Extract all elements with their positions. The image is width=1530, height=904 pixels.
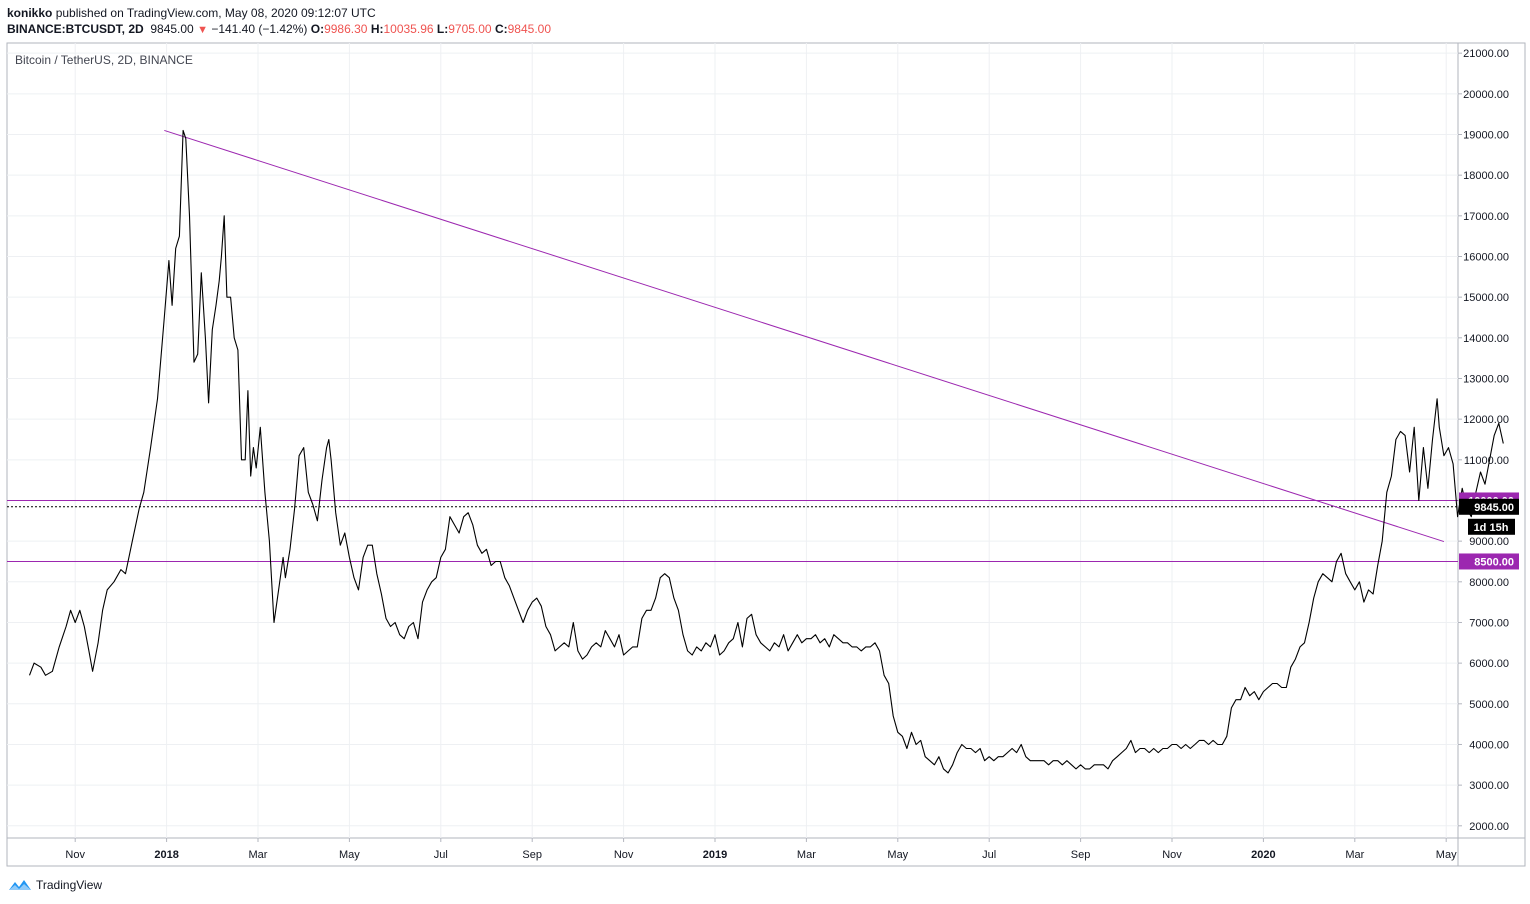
level-label-8500-bg [1459, 553, 1519, 570]
y-tick-label: 15000.00 [1463, 292, 1509, 304]
footer-brand[interactable]: TradingView [8, 877, 102, 893]
open-value: 9986.30 [324, 22, 368, 36]
x-tick-label: Sep [1071, 849, 1091, 861]
tradingview-logo-icon [9, 880, 31, 890]
price-change: −141.40 (−1.42%) [211, 22, 308, 36]
x-tick-label: Nov [65, 849, 85, 861]
x-tick-label: May [339, 849, 360, 861]
close-value: 9845.00 [507, 22, 552, 36]
x-tick-label: Jul [434, 849, 448, 861]
x-tick-label: May [887, 849, 908, 861]
y-tick-label: 5000.00 [1469, 699, 1509, 711]
down-arrow-icon: ▼ [197, 24, 208, 36]
high-label: H: [370, 22, 384, 36]
x-tick-label: Mar [249, 849, 268, 861]
x-tick-label: May [1436, 849, 1457, 861]
x-tick-label: 2019 [703, 849, 727, 861]
high-value: 10035.96 [383, 22, 434, 36]
y-tick-label: 17000.00 [1463, 211, 1509, 223]
x-tick-label: 2018 [154, 849, 178, 861]
countdown-label: 1d 15h [1474, 522, 1509, 534]
y-tick-label: 3000.00 [1469, 780, 1509, 792]
y-tick-label: 2000.00 [1469, 821, 1509, 833]
price-line [28, 129, 1504, 774]
low-value: 9705.00 [448, 22, 492, 36]
y-tick-label: 14000.00 [1463, 333, 1509, 345]
chart-frame [6, 42, 1526, 867]
x-tick-label: Jul [982, 849, 996, 861]
y-tick-label: 19000.00 [1463, 129, 1509, 141]
x-tick-label: Nov [1162, 849, 1182, 861]
y-tick-label: 7000.00 [1469, 617, 1509, 629]
y-tick-label: 13000.00 [1463, 373, 1509, 385]
trend-line [164, 129, 1445, 543]
countdown-bg [1468, 518, 1515, 535]
publish-line: konikko published on TradingView.com, Ma… [7, 6, 376, 20]
last-price-label: 9845.00 [1474, 502, 1514, 514]
x-tick-label: Mar [1345, 849, 1364, 861]
ohlc-line: BINANCE:BTCUSDT, 2D 9845.00 ▼ −141.40 (−… [7, 22, 551, 36]
last-price: 9845.00 [150, 22, 194, 36]
last-price-label-bg [1459, 498, 1519, 515]
x-tick-label: Sep [522, 849, 542, 861]
level-label-8500: 8500.00 [1474, 556, 1514, 568]
x-tick-label: Mar [797, 849, 816, 861]
y-tick-label: 9000.00 [1469, 536, 1509, 548]
y-tick-label: 20000.00 [1463, 89, 1509, 101]
y-tick-label: 11000.00 [1464, 455, 1509, 467]
y-tick-label: 21000.00 [1463, 48, 1509, 60]
y-tick-label: 12000.00 [1463, 414, 1509, 426]
y-tick-label: 8000.00 [1469, 577, 1509, 589]
chart-title: Bitcoin / TetherUS, 2D, BINANCE [15, 53, 193, 67]
y-tick-label: 4000.00 [1469, 739, 1509, 751]
symbol-label[interactable]: BINANCE:BTCUSDT, 2D [7, 22, 144, 36]
y-tick-label: 18000.00 [1463, 170, 1509, 182]
low-label: L: [436, 22, 449, 36]
x-tick-label: 2020 [1251, 849, 1275, 861]
y-tick-label: 16000.00 [1463, 251, 1509, 263]
published-text: published on TradingView.com, May 08, 20… [55, 6, 376, 20]
open-label: O: [310, 22, 325, 36]
author-name[interactable]: konikko [7, 6, 53, 20]
x-tick-label: Nov [614, 849, 634, 861]
close-label: C: [494, 22, 508, 36]
footer-brand-text: TradingView [36, 878, 103, 892]
y-tick-label: 6000.00 [1469, 658, 1509, 670]
